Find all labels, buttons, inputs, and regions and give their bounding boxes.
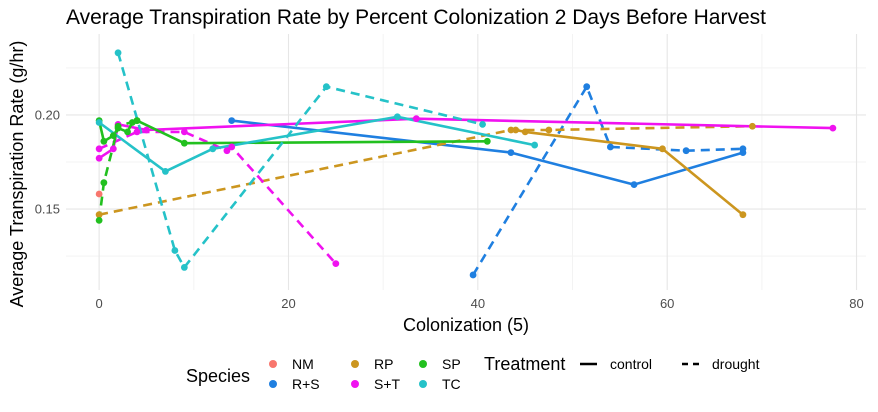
series-line-S+T-control [98,117,833,160]
legend-key-R+S [269,380,277,388]
data-point-RP-control [739,211,747,219]
data-point-TC-drought [322,83,330,91]
legend-treatment-title: Treatment [484,354,565,374]
x-tick-label: 80 [849,296,863,311]
legend-label-SP: SP [442,356,461,372]
legend-key-TC [419,380,427,388]
x-tick-label: 40 [471,296,485,311]
data-point-TC-control [531,141,539,149]
data-point-S+T-drought [180,128,188,136]
data-point-S+T-control [412,115,420,123]
data-point-SP-drought [114,122,122,130]
series-line-TC-drought [116,52,483,269]
data-point-SP-drought [95,216,103,224]
series-line-TC-control [98,115,535,173]
data-point-S+T-drought [332,260,340,268]
legend-label-drought: drought [712,356,760,372]
legend-key-NM [269,360,277,368]
data-point-S+T-control [95,154,103,162]
data-point-RP-control [521,128,529,136]
series-line-RP-drought [98,124,753,216]
data-point-R+S-drought [606,143,614,151]
data-point-S+T-drought [223,147,231,155]
data-point-RP-control [512,126,520,134]
data-point-RP-drought [748,122,756,130]
x-axis-title: Colonization (5) [403,315,529,335]
data-point-SP-drought [133,117,141,124]
y-axis-title: Average Transpiration Rate (g/hr) [7,41,27,308]
data-point-TC-drought [180,264,188,271]
data-point-TC-control [95,119,103,126]
data-point-R+S-drought [739,145,747,153]
legend: Species Treatment NM R+S RP S+T SP TC control d… [186,354,760,392]
series-line-R+S-drought [471,85,743,276]
series-line-S+T-drought [98,130,337,265]
x-tick-label: 60 [660,296,674,311]
legend-key-S+T [351,380,359,388]
data-point-RP-drought [545,126,553,134]
legend-species-title: Species [186,366,250,386]
data-point-TC-control [209,145,217,153]
legend-key-SP [419,360,427,368]
data-point-TC-drought [171,247,179,254]
data-point-R+S-drought [682,147,690,155]
plot-area: 0 20 40 60 80 0.15 0.20 [35,34,866,311]
data-point-R+S-drought [469,271,477,279]
data-point-R+S-control [507,149,515,156]
legend-label-control: control [610,356,652,372]
data-point-R+S-control [630,181,638,188]
data-point-RP-control [659,145,666,153]
y-tick-label: 0.20 [35,107,60,122]
legend-label-TC: TC [442,376,461,392]
data-point-SP-control [100,137,108,145]
data-point-S+T-drought [95,145,103,153]
series-line-SP-drought [97,119,138,221]
data-point-SP-drought [100,179,108,187]
data-point-NM-control [95,190,103,198]
legend-label-S+T: S+T [374,376,401,392]
data-point-TC-control [393,113,401,121]
series-line-RP-control [515,128,744,216]
data-point-RP-drought [507,126,515,134]
data-point-SP-control [109,132,117,140]
data-point-RP-drought [95,211,103,219]
legend-label-NM: NM [292,356,314,372]
y-tick-label: 0.15 [35,202,60,217]
legend-label-R+S: R+S [292,376,320,392]
data-point-R+S-drought [583,83,591,91]
data-point-S+T-control [143,126,150,134]
chart-title: Average Transpiration Rate by Percent Co… [66,6,766,29]
legend-key-RP [351,360,359,368]
data-point-S+T-control [109,145,117,153]
x-tick-label: 0 [96,296,103,311]
data-point-TC-drought [479,120,486,128]
data-point-TC-drought [114,49,122,57]
data-point-S+T-drought [133,128,141,136]
data-point-R+S-control [228,117,236,124]
data-point-SP-control [483,137,491,145]
data-point-SP-control [180,139,188,147]
x-tick-label: 20 [281,296,295,311]
data-point-TC-control [162,168,169,175]
data-point-S+T-drought [228,143,236,151]
data-point-SP-control [124,128,131,136]
data-point-S+T-control [829,124,837,132]
legend-label-RP: RP [374,356,393,372]
